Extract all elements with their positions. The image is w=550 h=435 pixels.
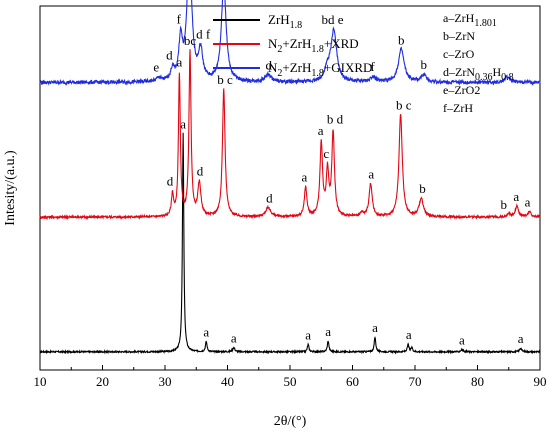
peak-label: a [325,324,331,339]
peak-label: a [301,170,307,185]
x-tick-label: 20 [96,374,109,389]
peak-label: a [372,320,378,335]
x-tick-label: 30 [159,374,172,389]
peak-label: a [203,324,209,339]
x-axis: 10 20 30 40 50 60 70 80 90 [34,365,547,389]
x-tick-label: 40 [221,374,234,389]
x-axis-title: 2θ/(°) [274,414,307,429]
phase-key-entry: e–ZrO2 [443,83,480,97]
peak-label: a [518,331,524,346]
peak-label: b [419,181,426,196]
phase-key-entry: c–ZrO [443,47,475,61]
legend-label: N2+ZrH1.8+XRD [268,36,359,55]
peak-label: c [323,146,329,161]
phase-key-entry: b–ZrN [443,29,475,43]
peak-label: bd e [321,12,343,27]
legend-label: N2+ZrH1.8+GIXRD [268,60,372,79]
y-axis-title: Intesity/(a.u.) [3,150,18,226]
peak-label: b [501,197,508,212]
peak-label: a [176,55,182,70]
peak-label: d [197,163,204,178]
series-line [39,49,541,221]
peak-label: b d [327,112,344,127]
series-line [39,0,541,86]
series-line [39,132,541,355]
peak-label: d f [196,27,211,42]
peak-label: bc [184,33,197,48]
peak-label: b c [217,72,233,87]
peak-label: a [305,327,311,342]
x-tick-label: 70 [409,374,422,389]
peak-label: b [421,57,428,72]
peak-label: a [231,330,237,345]
phase-key-entry: d–ZrN0.36H0.8 [443,65,514,83]
x-tick-label: 50 [284,374,297,389]
x-tick-label: 90 [534,374,547,389]
peak-label: d [266,57,273,72]
peak-label: d [166,47,173,62]
legend-label: ZrH1.8 [268,12,302,31]
x-tick-label: 60 [346,374,359,389]
peak-label: d [266,191,273,206]
peak-label: e [153,60,159,75]
phase-key-entry: f–ZrH [443,101,473,115]
x-tick-label: 10 [34,374,47,389]
x-tick-label: 80 [471,374,484,389]
series-layer [39,0,541,355]
peak-label: a [318,123,324,138]
peak-label: a [459,333,465,348]
peak-label: a [180,116,186,131]
peak-label: b [398,32,405,47]
legend: ZrH1.8 N2+ZrH1.8+XRD N2+ZrH1.8+GIXRD [213,12,372,79]
peak-label: f [177,11,182,26]
phase-key-entry: a–ZrH1.801 [443,11,497,29]
peak-label: a [406,327,412,342]
peak-label: a [513,189,519,204]
peak-label: a [525,194,531,209]
peak-label: d [167,173,174,188]
peak-label: f [370,59,375,74]
peak-label: a [368,166,374,181]
peak-label: b c [396,98,412,113]
